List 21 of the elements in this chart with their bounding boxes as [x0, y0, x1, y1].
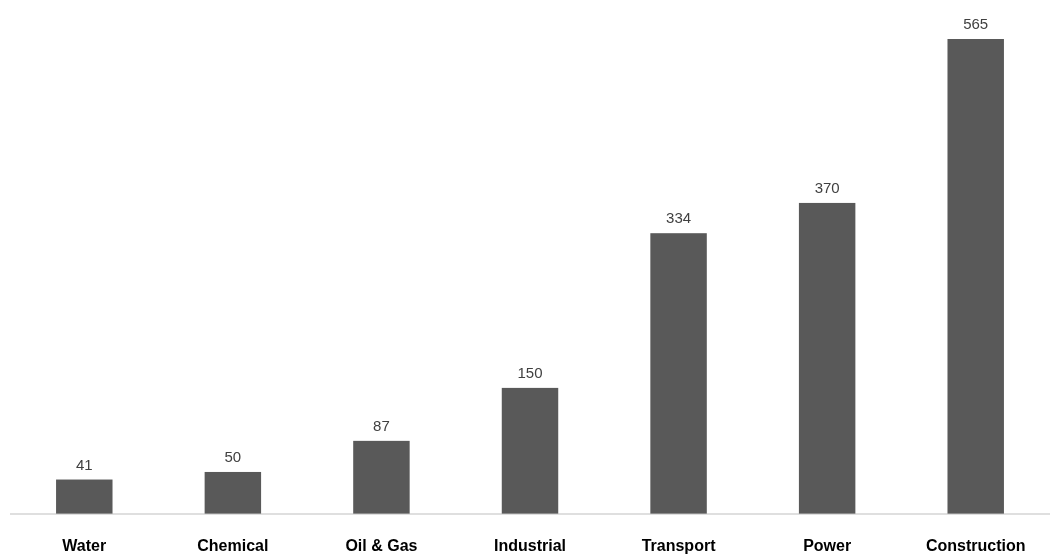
x-tick-label: Power: [803, 537, 852, 554]
x-tick-label: Oil & Gas: [345, 537, 418, 554]
data-label: 150: [517, 363, 543, 381]
x-tick-label: Construction: [925, 537, 1026, 554]
data-label: 565: [963, 15, 989, 32]
bar: [501, 387, 559, 514]
data-label: 50: [224, 447, 242, 465]
data-label: 41: [75, 455, 93, 473]
x-tick-label: Water: [62, 537, 107, 554]
bar: [353, 440, 410, 514]
bar: [650, 233, 707, 514]
x-tick-label: Transport: [641, 537, 717, 554]
bar: [947, 39, 1004, 514]
data-label: 370: [814, 178, 840, 196]
bar: [204, 471, 262, 514]
x-tick-label: Chemical: [197, 537, 269, 554]
data-label: 87: [373, 416, 390, 434]
data-label: 334: [666, 209, 692, 227]
bar: [56, 479, 113, 514]
x-tick-label: Industrial: [493, 537, 567, 554]
bar: [798, 202, 856, 514]
